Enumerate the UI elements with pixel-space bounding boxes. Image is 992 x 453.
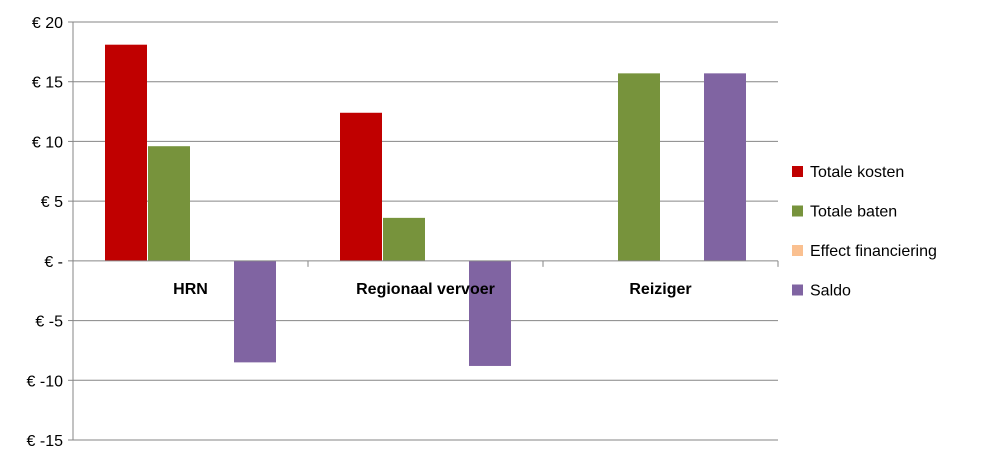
- bar-totale-kosten-0: [105, 44, 147, 261]
- axes: [68, 21, 779, 441]
- legend-swatch: [792, 284, 803, 296]
- y-tick-label: € 5: [41, 194, 63, 211]
- bar-saldo-1: [469, 260, 511, 366]
- legend: Totale kosten Totale baten Effect financie…: [792, 164, 937, 300]
- legend-swatch: [792, 166, 803, 177]
- y-tick-label: € -15: [27, 433, 64, 448]
- legend-swatch: [792, 245, 803, 256]
- bar-totale-baten-0: [148, 146, 190, 261]
- bar-totale-baten-1: [383, 217, 425, 261]
- gridlines: [73, 21, 778, 441]
- bar-totale-kosten-1: [340, 112, 382, 261]
- tick-labels: € 20 € 15 € 10 € 5 € - € -5 € -10 € -15 HRN Regio…: [27, 15, 692, 450]
- x-category-label: HRN: [173, 281, 208, 298]
- y-tick-label: € 10: [32, 134, 63, 151]
- legend-label: Totale baten: [810, 204, 897, 221]
- legend-label: Effect financiering: [810, 243, 937, 260]
- bar-saldo-2: [704, 73, 746, 261]
- legend-label: Totale kosten: [810, 164, 904, 181]
- bar-totale-baten-2: [618, 73, 660, 261]
- y-tick-label: € -: [44, 254, 63, 271]
- y-tick-label: € 15: [32, 75, 63, 92]
- y-tick-label: € -5: [35, 314, 63, 331]
- bar-saldo-0: [234, 260, 276, 363]
- x-category-label: Reiziger: [629, 281, 691, 298]
- legend-label: Saldo: [810, 283, 851, 300]
- x-category-label: Regionaal vervoer: [356, 281, 495, 298]
- y-tick-label: € -10: [27, 373, 64, 390]
- bars: [105, 44, 746, 366]
- legend-swatch: [792, 205, 803, 217]
- y-tick-label: € 20: [32, 15, 63, 32]
